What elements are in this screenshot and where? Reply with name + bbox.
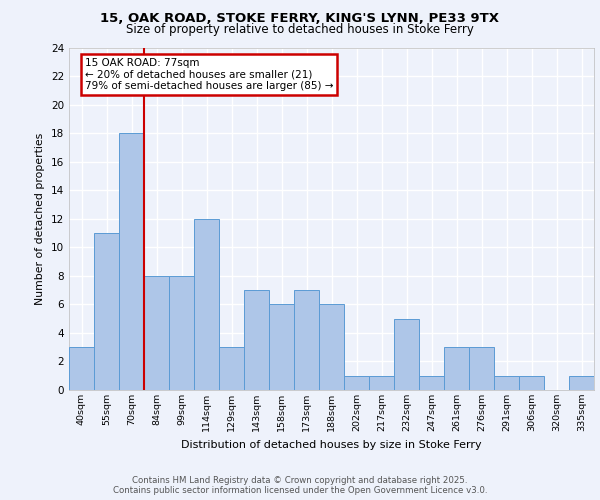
Text: Contains HM Land Registry data © Crown copyright and database right 2025.
Contai: Contains HM Land Registry data © Crown c… [113,476,487,495]
Bar [119,133,144,390]
Bar [569,376,594,390]
Bar [444,347,469,390]
Bar [294,290,319,390]
Bar [369,376,394,390]
Bar [194,219,219,390]
Bar [94,233,119,390]
Text: Size of property relative to detached houses in Stoke Ferry: Size of property relative to detached ho… [126,22,474,36]
Bar [419,376,444,390]
X-axis label: Distribution of detached houses by size in Stoke Ferry: Distribution of detached houses by size … [181,440,482,450]
Bar [519,376,544,390]
Bar [169,276,194,390]
Bar [494,376,519,390]
Bar [344,376,369,390]
Y-axis label: Number of detached properties: Number of detached properties [35,132,46,305]
Bar [394,318,419,390]
Bar [319,304,344,390]
Bar [219,347,244,390]
Bar [144,276,169,390]
Text: 15 OAK ROAD: 77sqm
← 20% of detached houses are smaller (21)
79% of semi-detache: 15 OAK ROAD: 77sqm ← 20% of detached hou… [85,58,333,91]
Bar [469,347,494,390]
Bar [69,347,94,390]
Bar [269,304,294,390]
Text: 15, OAK ROAD, STOKE FERRY, KING'S LYNN, PE33 9TX: 15, OAK ROAD, STOKE FERRY, KING'S LYNN, … [101,12,499,26]
Bar [244,290,269,390]
